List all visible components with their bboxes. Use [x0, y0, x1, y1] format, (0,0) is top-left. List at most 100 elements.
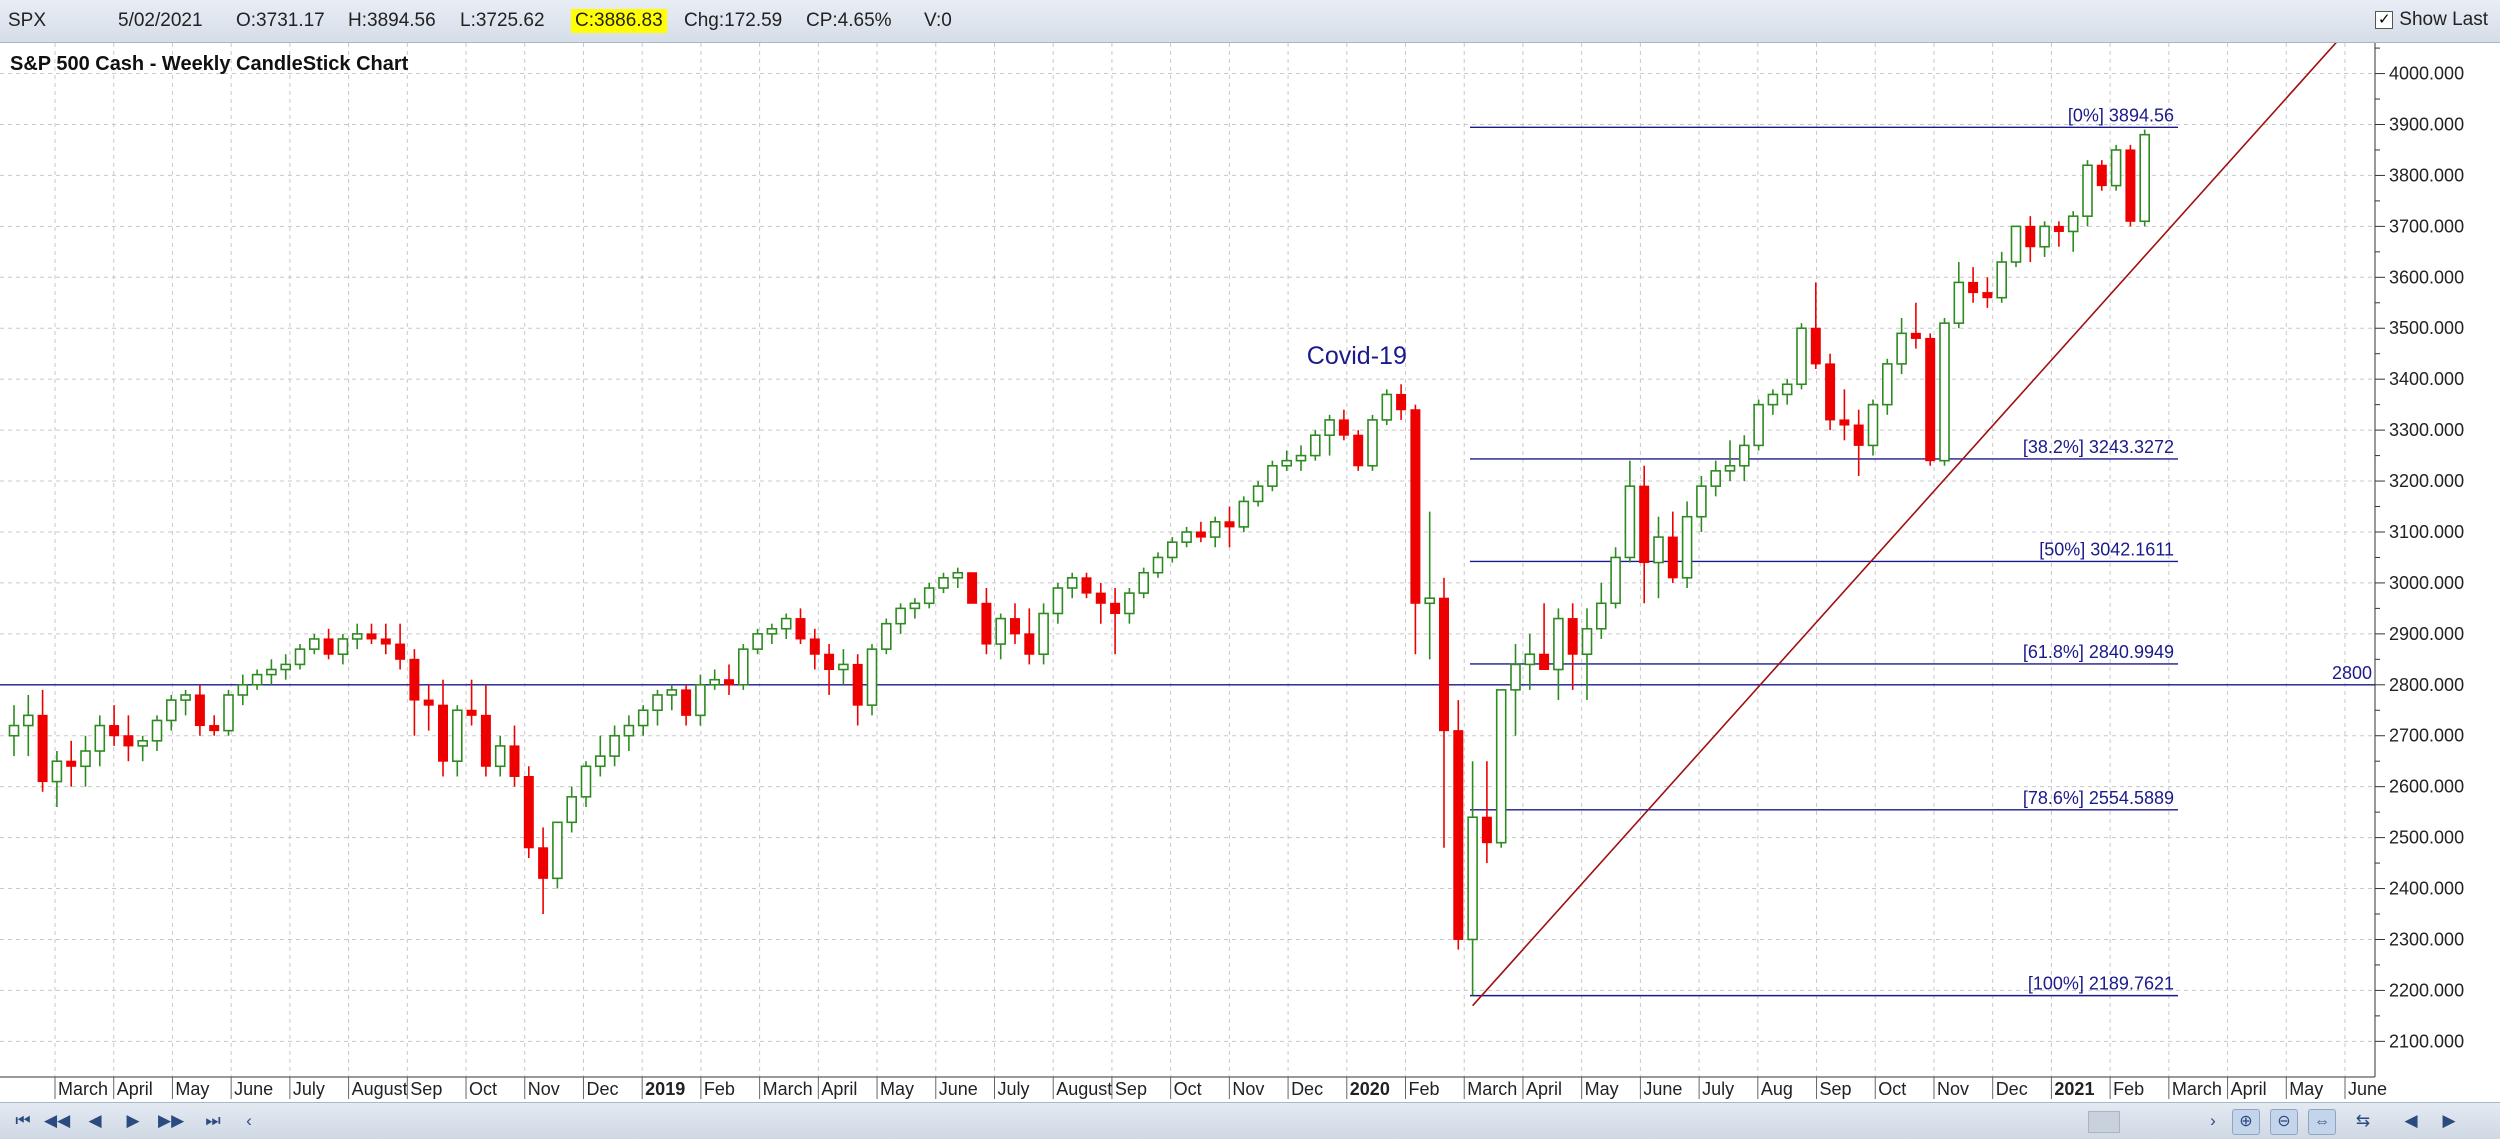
- chart-area[interactable]: [0%] 3894.56 [38.2%] 3243.3272 [50%] 3042.…: [0, 43, 2500, 1101]
- candle-body: [1739, 444, 1750, 467]
- scrollbar-thumb[interactable]: [2088, 1111, 2120, 1133]
- fit-icon[interactable]: ⇔: [2308, 1109, 2336, 1135]
- x-tick-label: June: [1643, 1079, 1682, 1099]
- x-tick-label: May: [2289, 1079, 2323, 1099]
- candle-body: [1539, 653, 1550, 671]
- candle-body: [1066, 577, 1078, 589]
- candle-body: [109, 725, 120, 737]
- last-icon[interactable]: ⏭: [205, 1111, 221, 1130]
- symbol-label: SPX: [8, 10, 47, 31]
- candle-body: [80, 750, 91, 768]
- scroll-back-icon[interactable]: ◀: [2404, 1111, 2418, 1130]
- candle: [1010, 603, 1020, 645]
- covid-annotation: Covid-19: [1307, 342, 1407, 370]
- candle-body: [594, 755, 606, 768]
- candle: [1539, 603, 1550, 671]
- candle: [824, 644, 835, 695]
- candle-body: [2067, 215, 2079, 233]
- candle-body: [409, 658, 420, 701]
- show-last-checkbox[interactable]: ✓: [2375, 11, 2394, 29]
- candle: [1581, 608, 1593, 701]
- candle-body: [1467, 816, 1478, 941]
- candle-body: [1052, 587, 1064, 615]
- candle: [838, 649, 849, 685]
- y-tick-label: 2700.000: [2389, 726, 2464, 746]
- candle: [194, 684, 205, 736]
- show-last-toggle[interactable]: ✓ Show Last: [2375, 9, 2488, 31]
- candle-body: [809, 638, 820, 655]
- candle-body: [737, 648, 749, 686]
- scroll-both-icon[interactable]: ⇆: [2355, 1111, 2371, 1130]
- x-tick-label: April: [2231, 1079, 2267, 1099]
- candle: [652, 689, 663, 726]
- candle-body: [337, 638, 349, 656]
- zoom-out-icon[interactable]: ⊖: [2270, 1109, 2298, 1135]
- candle: [852, 654, 863, 726]
- candle: [1453, 700, 1464, 950]
- candle-body: [1252, 485, 1264, 503]
- prev-icon[interactable]: ◀: [88, 1111, 102, 1130]
- candle-body: [395, 643, 406, 660]
- candle-body: [1038, 612, 1049, 656]
- candle-body: [2025, 225, 2036, 248]
- grid: [0, 43, 2375, 1077]
- candle: [237, 674, 249, 706]
- candle: [1110, 588, 1121, 655]
- candlestick-chart[interactable]: [0%] 3894.56 [38.2%] 3243.3272 [50%] 3042.…: [0, 43, 2500, 1101]
- candle-body: [938, 577, 949, 589]
- candle: [895, 603, 906, 634]
- candle: [909, 598, 921, 619]
- scroll-right-icon[interactable]: ›: [2210, 1111, 2216, 1130]
- candle-body: [209, 725, 220, 732]
- first-icon[interactable]: ⏮: [15, 1111, 31, 1130]
- candle: [395, 623, 406, 670]
- candle: [1310, 430, 1321, 461]
- candle: [380, 623, 391, 655]
- next-icon[interactable]: ▶: [126, 1111, 140, 1130]
- candle: [752, 628, 763, 655]
- candle-body: [1095, 592, 1106, 604]
- candle: [594, 735, 606, 777]
- prev-page-icon[interactable]: ◀◀: [44, 1111, 71, 1130]
- candle: [1624, 460, 1636, 563]
- candle-body: [451, 709, 463, 762]
- candle: [1968, 267, 1979, 303]
- candle: [766, 623, 778, 645]
- next-page-icon[interactable]: ▶▶: [158, 1111, 185, 1130]
- candle-body: [1152, 556, 1164, 574]
- candle-body: [909, 602, 921, 610]
- candle-body: [1567, 618, 1578, 655]
- candle: [1739, 435, 1750, 482]
- candle: [409, 649, 420, 736]
- zoom-in-icon[interactable]: ⊕: [2232, 1109, 2260, 1135]
- candle: [1710, 460, 1721, 497]
- y-tick-label: 3400.000: [2389, 369, 2464, 389]
- scroll-left-icon[interactable]: ‹: [246, 1111, 252, 1130]
- scroll-forward-icon[interactable]: ▶: [2442, 1111, 2456, 1130]
- candle: [1610, 547, 1621, 609]
- candle: [795, 608, 806, 645]
- candle-body: [1896, 332, 1907, 365]
- candle-body: [180, 694, 191, 701]
- candle-body: [1267, 464, 1278, 487]
- trendline-layer: [1472, 43, 2337, 1007]
- candle-body: [709, 678, 721, 686]
- candle: [2039, 221, 2050, 257]
- candle: [1724, 440, 1736, 482]
- candle-body: [1439, 597, 1449, 732]
- candle: [1939, 318, 1950, 466]
- x-tick-label: March: [2172, 1079, 2222, 1099]
- candle: [2125, 144, 2136, 227]
- candle-body: [1524, 653, 1536, 666]
- candle-body: [752, 633, 763, 650]
- candle: [1867, 399, 1879, 456]
- date-label: 5/02/2021: [118, 10, 203, 31]
- candle-body: [1581, 627, 1593, 656]
- candle-body: [538, 847, 549, 879]
- x-tick-label: August: [352, 1079, 408, 1099]
- candle-body: [1081, 577, 1092, 594]
- candle: [2110, 144, 2122, 191]
- candle: [2096, 160, 2107, 191]
- candle-body: [1224, 521, 1235, 528]
- candle: [880, 618, 892, 655]
